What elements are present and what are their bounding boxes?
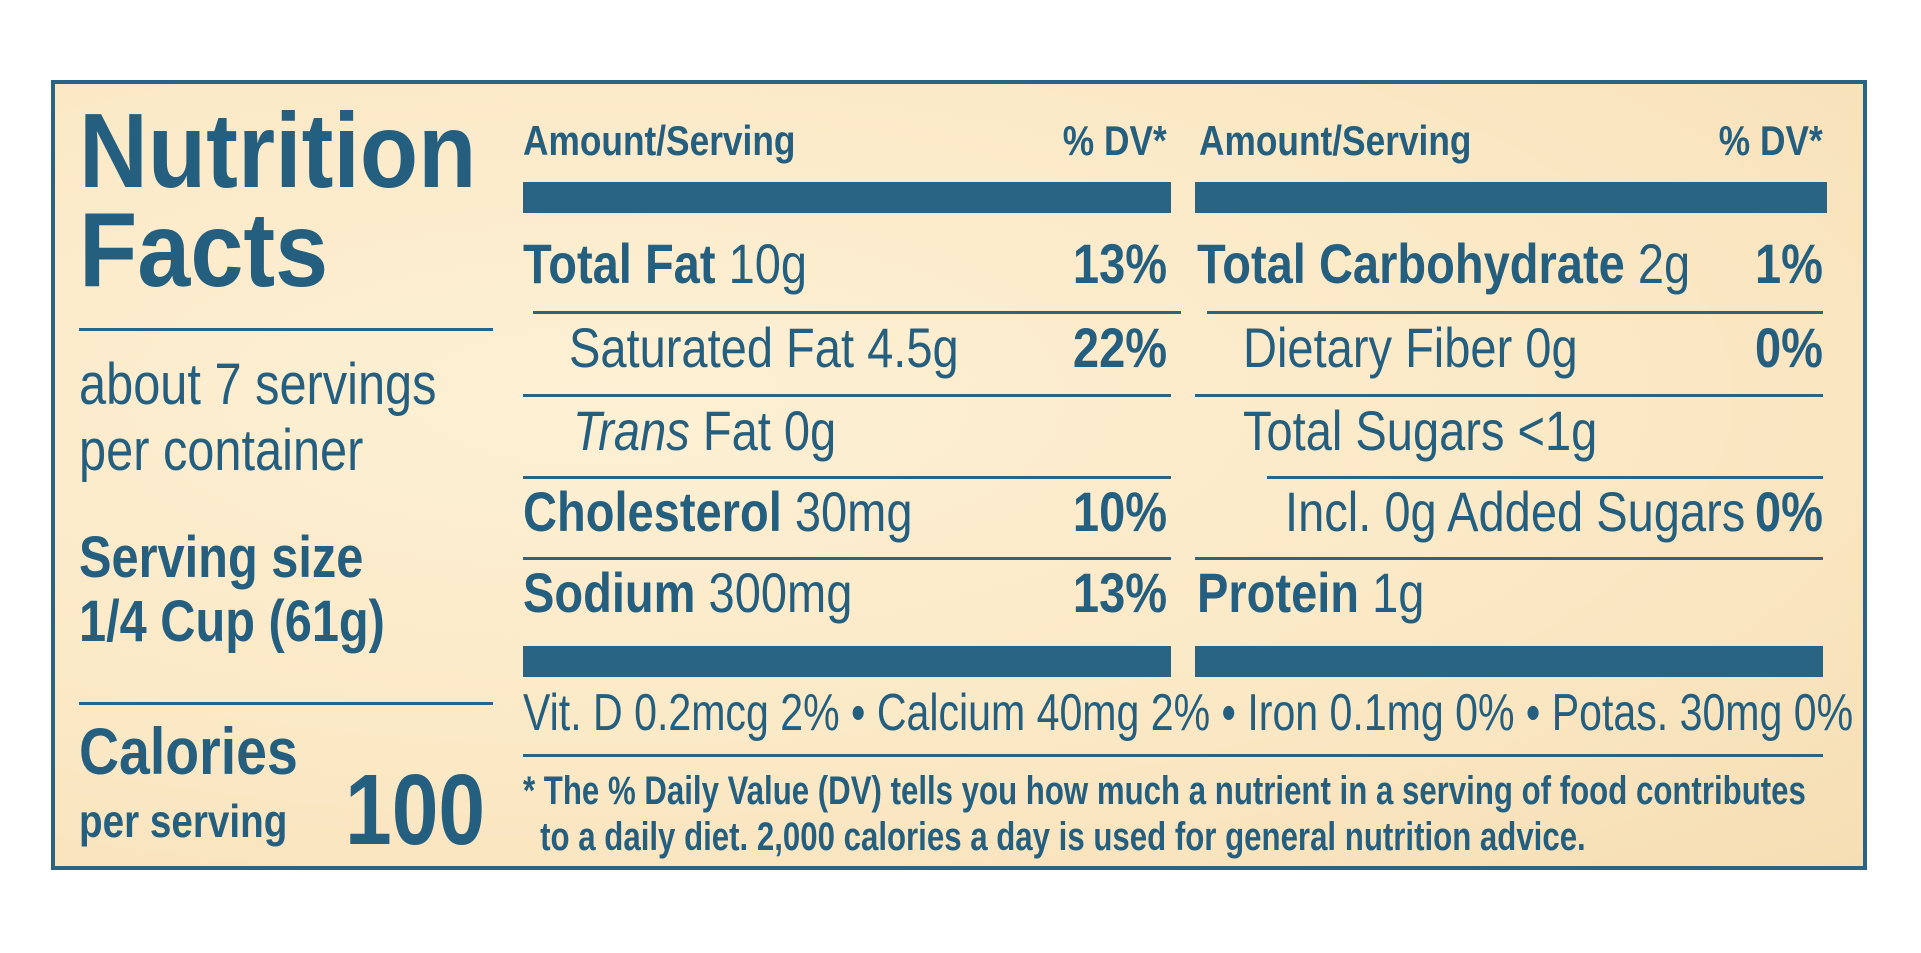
dv-cholesterol: 10% [1072, 480, 1167, 543]
right-bottom-bar [1195, 646, 1823, 677]
nutrient-total-sugars: Total Sugars <1g [1243, 399, 1598, 462]
dv-total-fat: 13% [1072, 232, 1167, 295]
row-divider [1195, 394, 1823, 397]
dv-dietary-fiber: 0% [1755, 316, 1823, 379]
left-header-dv: % DV* [1063, 117, 1167, 164]
row-divider [523, 394, 1171, 397]
dv-total-carbohydrate: 1% [1755, 232, 1823, 295]
calories-divider [79, 702, 493, 705]
left-header-bar [523, 182, 1171, 213]
dv-added-sugars: 0% [1755, 480, 1823, 543]
footnote-divider [523, 754, 1823, 757]
left-bottom-bar [523, 646, 1171, 677]
nutrient-total-fat: Total Fat 10g [523, 232, 808, 295]
right-header-amount: Amount/Serving [1199, 117, 1472, 164]
dv-sodium: 13% [1072, 561, 1167, 624]
servings-per-container: about 7 servings per container [79, 352, 437, 484]
nutrient-cholesterol: Cholesterol 30mg [523, 480, 913, 543]
vitamins-minerals: Vit. D 0.2mcg 2% • Calcium 40mg 2% • Iro… [523, 684, 1854, 742]
right-header-bar [1195, 182, 1827, 213]
dv-saturated-fat: 22% [1072, 316, 1167, 379]
left-header-amount: Amount/Serving [523, 117, 796, 164]
row-divider [523, 557, 1171, 560]
daily-value-footnote: * The % Daily Value (DV) tells you how m… [523, 769, 1806, 859]
serving-size: Serving size 1/4 Cup (61g) [79, 525, 385, 654]
row-divider [1207, 311, 1823, 314]
nutrient-saturated-fat: Saturated Fat 4.5g [569, 316, 959, 379]
nutrient-trans-fat: Trans Fat 0g [573, 399, 837, 462]
nutrition-facts-label: Nutrition Facts about 7 servings per con… [51, 80, 1867, 870]
nutrition-facts-title: Nutrition Facts [79, 92, 477, 309]
nutrient-sodium: Sodium 300mg [523, 561, 853, 624]
title-divider [79, 328, 493, 331]
right-header-dv: % DV* [1719, 117, 1823, 164]
row-divider [1267, 476, 1823, 479]
row-divider [523, 476, 1171, 479]
calories-value: 100 [345, 754, 486, 866]
nutrient-total-carbohydrate: Total Carbohydrate 2g [1197, 232, 1691, 295]
nutrient-dietary-fiber: Dietary Fiber 0g [1243, 316, 1578, 379]
row-divider [1195, 557, 1823, 560]
row-divider [533, 311, 1181, 314]
calories-per-serving-label: per serving [79, 795, 288, 847]
calories-label: Calories [79, 714, 298, 788]
nutrient-added-sugars: Incl. 0g Added Sugars [1285, 480, 1746, 543]
nutrient-protein: Protein 1g [1197, 561, 1425, 624]
